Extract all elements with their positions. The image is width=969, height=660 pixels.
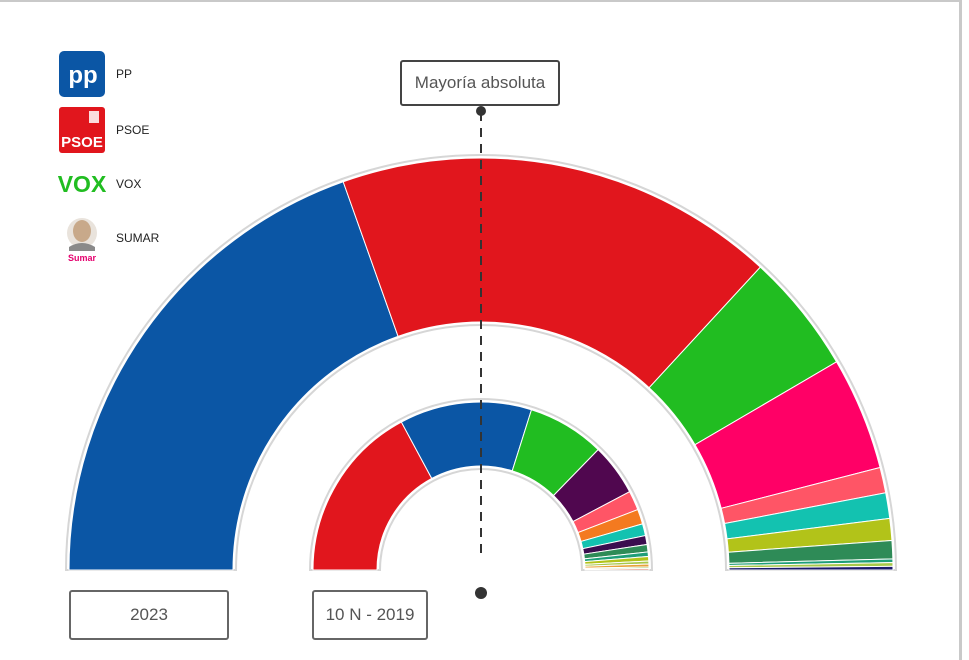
pp-logo-text: pp bbox=[68, 62, 97, 89]
seat-segment-2023-party-11[interactable] bbox=[728, 565, 894, 571]
legend-item-pp: pp PP bbox=[58, 50, 132, 98]
psoe-logo-text: PSOE bbox=[61, 134, 103, 151]
chart-2019-layer bbox=[308, 398, 654, 571]
pp-logo-icon: pp bbox=[58, 51, 106, 97]
seat-segment-2023-pp[interactable] bbox=[68, 181, 399, 571]
year-button-2019[interactable]: 10 N - 2019 bbox=[312, 590, 428, 640]
majority-line-top-dot bbox=[476, 106, 486, 116]
legend-label-vox: VOX bbox=[116, 177, 142, 191]
majority-line-bottom-dot bbox=[475, 587, 487, 599]
year-label-2019: 10 N - 2019 bbox=[325, 605, 415, 624]
legend-label-pp: PP bbox=[116, 67, 133, 81]
sumar-logo-text: Sumar bbox=[68, 253, 97, 263]
seat-segment-2019-party-15[interactable] bbox=[584, 567, 650, 571]
legend-item-sumar: Sumar SUMAR bbox=[58, 214, 160, 263]
psoe-logo-icon: PSOE bbox=[58, 107, 106, 153]
majority-label-box: Mayoría absoluta bbox=[400, 60, 560, 106]
year-label-2023: 2023 bbox=[130, 605, 168, 624]
year-button-2023[interactable]: 2023 bbox=[69, 590, 229, 640]
legend-label-sumar: SUMAR bbox=[116, 231, 160, 245]
legend-label-psoe: PSOE bbox=[116, 123, 150, 137]
legend-item-psoe: PSOE PSOE bbox=[58, 106, 149, 154]
vox-logo-text: VOX bbox=[58, 171, 106, 197]
majority-label: Mayoría absoluta bbox=[414, 73, 546, 92]
sumar-logo-icon: Sumar bbox=[58, 215, 106, 263]
chart-2023-layer bbox=[64, 154, 898, 571]
seat-segment-2023-psoe[interactable] bbox=[342, 157, 762, 389]
legend-item-vox: VOX VOX bbox=[58, 160, 141, 208]
vox-logo-icon: VOX bbox=[58, 161, 106, 207]
